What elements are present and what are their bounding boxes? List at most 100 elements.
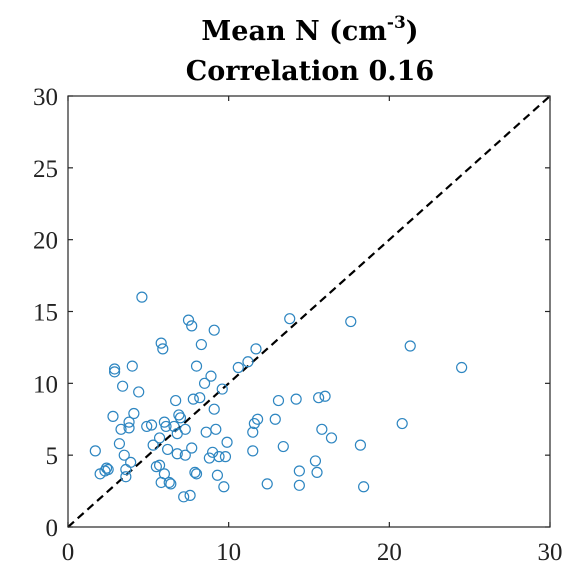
scatter-point: [309, 455, 322, 467]
scatter-point: [195, 338, 207, 351]
scatter-point: [219, 451, 232, 463]
chart-title-close: ): [406, 16, 419, 47]
scatter-point: [153, 432, 166, 444]
scatter-point: [187, 393, 199, 405]
scatter-point: [107, 410, 119, 422]
scatter-point: [102, 463, 114, 476]
chart-subtitle: Correlation 0.16: [186, 56, 434, 87]
scatter-point: [218, 481, 230, 493]
scatter-point: [168, 420, 180, 433]
scatter-point: [354, 439, 367, 451]
scatter-point: [221, 436, 233, 448]
scatter-point: [162, 443, 174, 456]
y-tick-label: 0: [46, 515, 59, 542]
x-axis-ticks: 0 10 20 30: [62, 96, 563, 566]
scatter-point: [272, 394, 285, 407]
scatter-point: [126, 360, 138, 372]
scatter-point: [203, 452, 215, 464]
scatter-point: [163, 476, 175, 489]
scatter-point: [190, 360, 203, 372]
scatter-point: [210, 423, 222, 435]
y-tick-label: 15: [33, 300, 58, 327]
scatter-point: [345, 315, 357, 328]
scatter-point: [232, 361, 244, 374]
scatter-point: [284, 313, 296, 325]
y-tick-label: 10: [33, 371, 58, 398]
scatter-point: [247, 426, 259, 438]
scatter-point: [100, 462, 113, 474]
scatter-point: [277, 440, 289, 453]
scatter-point: [171, 448, 183, 460]
identity-reference-line: [67, 95, 551, 528]
scatter-point: [211, 469, 224, 481]
scatter-point: [208, 324, 220, 336]
scatter-point: [186, 320, 198, 332]
scatter-point: [157, 343, 169, 355]
x-tick-label: 10: [216, 539, 241, 566]
y-tick-label: 20: [33, 228, 58, 255]
scatter-point: [325, 432, 338, 444]
scatter-point: [178, 491, 190, 503]
chart-title-main: Mean N (cm: [201, 16, 386, 47]
scatter-point: [108, 366, 121, 378]
scatter-point: [213, 451, 225, 463]
scatter-point: [89, 445, 101, 457]
scatter-point: [293, 465, 305, 477]
scatter-point: [311, 466, 323, 479]
scatter-point: [179, 449, 191, 461]
scatter-point: [194, 392, 206, 404]
scatter-point: [316, 423, 328, 435]
scatter-point: [189, 466, 201, 479]
scatter-point: [198, 377, 211, 389]
scatter-point: [155, 337, 167, 349]
scatter-point: [396, 417, 408, 430]
chart-title-superscript: -3: [387, 13, 406, 33]
scatter-point: [456, 361, 468, 374]
scatter-point: [133, 386, 145, 398]
scatter-point: [153, 459, 166, 471]
scatter-point: [147, 439, 159, 451]
scatter-point: [251, 413, 264, 425]
scatter-point: [216, 383, 228, 395]
x-tick-label: 0: [62, 539, 75, 566]
y-tick-label: 25: [33, 156, 58, 183]
scatter-point: [160, 420, 172, 433]
y-tick-label: 5: [46, 443, 59, 470]
scatter-point: [118, 449, 130, 461]
scatter-point: [313, 392, 325, 404]
scatter-point: [136, 291, 148, 303]
scatter-points: [89, 291, 468, 503]
scatter-point: [128, 407, 140, 420]
scatter-point: [242, 356, 254, 368]
scatter-point: [319, 390, 331, 402]
scatter-point: [404, 340, 416, 352]
scatter-point: [261, 478, 273, 490]
scatter-point: [269, 413, 281, 425]
scatter-point: [120, 471, 132, 483]
scatter-point: [247, 445, 259, 457]
scatter-point: [174, 412, 187, 424]
scatter-point: [145, 419, 158, 431]
y-axis-ticks: 0 5 10 15 20 25 30: [33, 84, 550, 542]
scatter-point: [290, 393, 302, 405]
scatter-point: [170, 394, 182, 407]
scatter-point: [117, 380, 129, 392]
scatter-point: [250, 343, 262, 355]
scatter-point: [190, 468, 203, 480]
y-tick-label: 30: [33, 84, 58, 111]
scatter-point: [115, 423, 127, 435]
scatter-point: [108, 363, 121, 375]
scatter-point: [208, 403, 220, 415]
x-tick-label: 20: [377, 539, 402, 566]
x-tick-label: 30: [538, 539, 563, 566]
scatter-point: [186, 442, 198, 454]
scatter-point: [113, 438, 126, 450]
scatter-point: [158, 468, 170, 480]
scatter-point: [182, 314, 195, 326]
scatter-point: [184, 489, 196, 501]
scatter-point: [358, 481, 370, 493]
scatter-point: [293, 479, 305, 491]
scatter-point: [200, 426, 212, 438]
scatter-point: [125, 456, 137, 468]
